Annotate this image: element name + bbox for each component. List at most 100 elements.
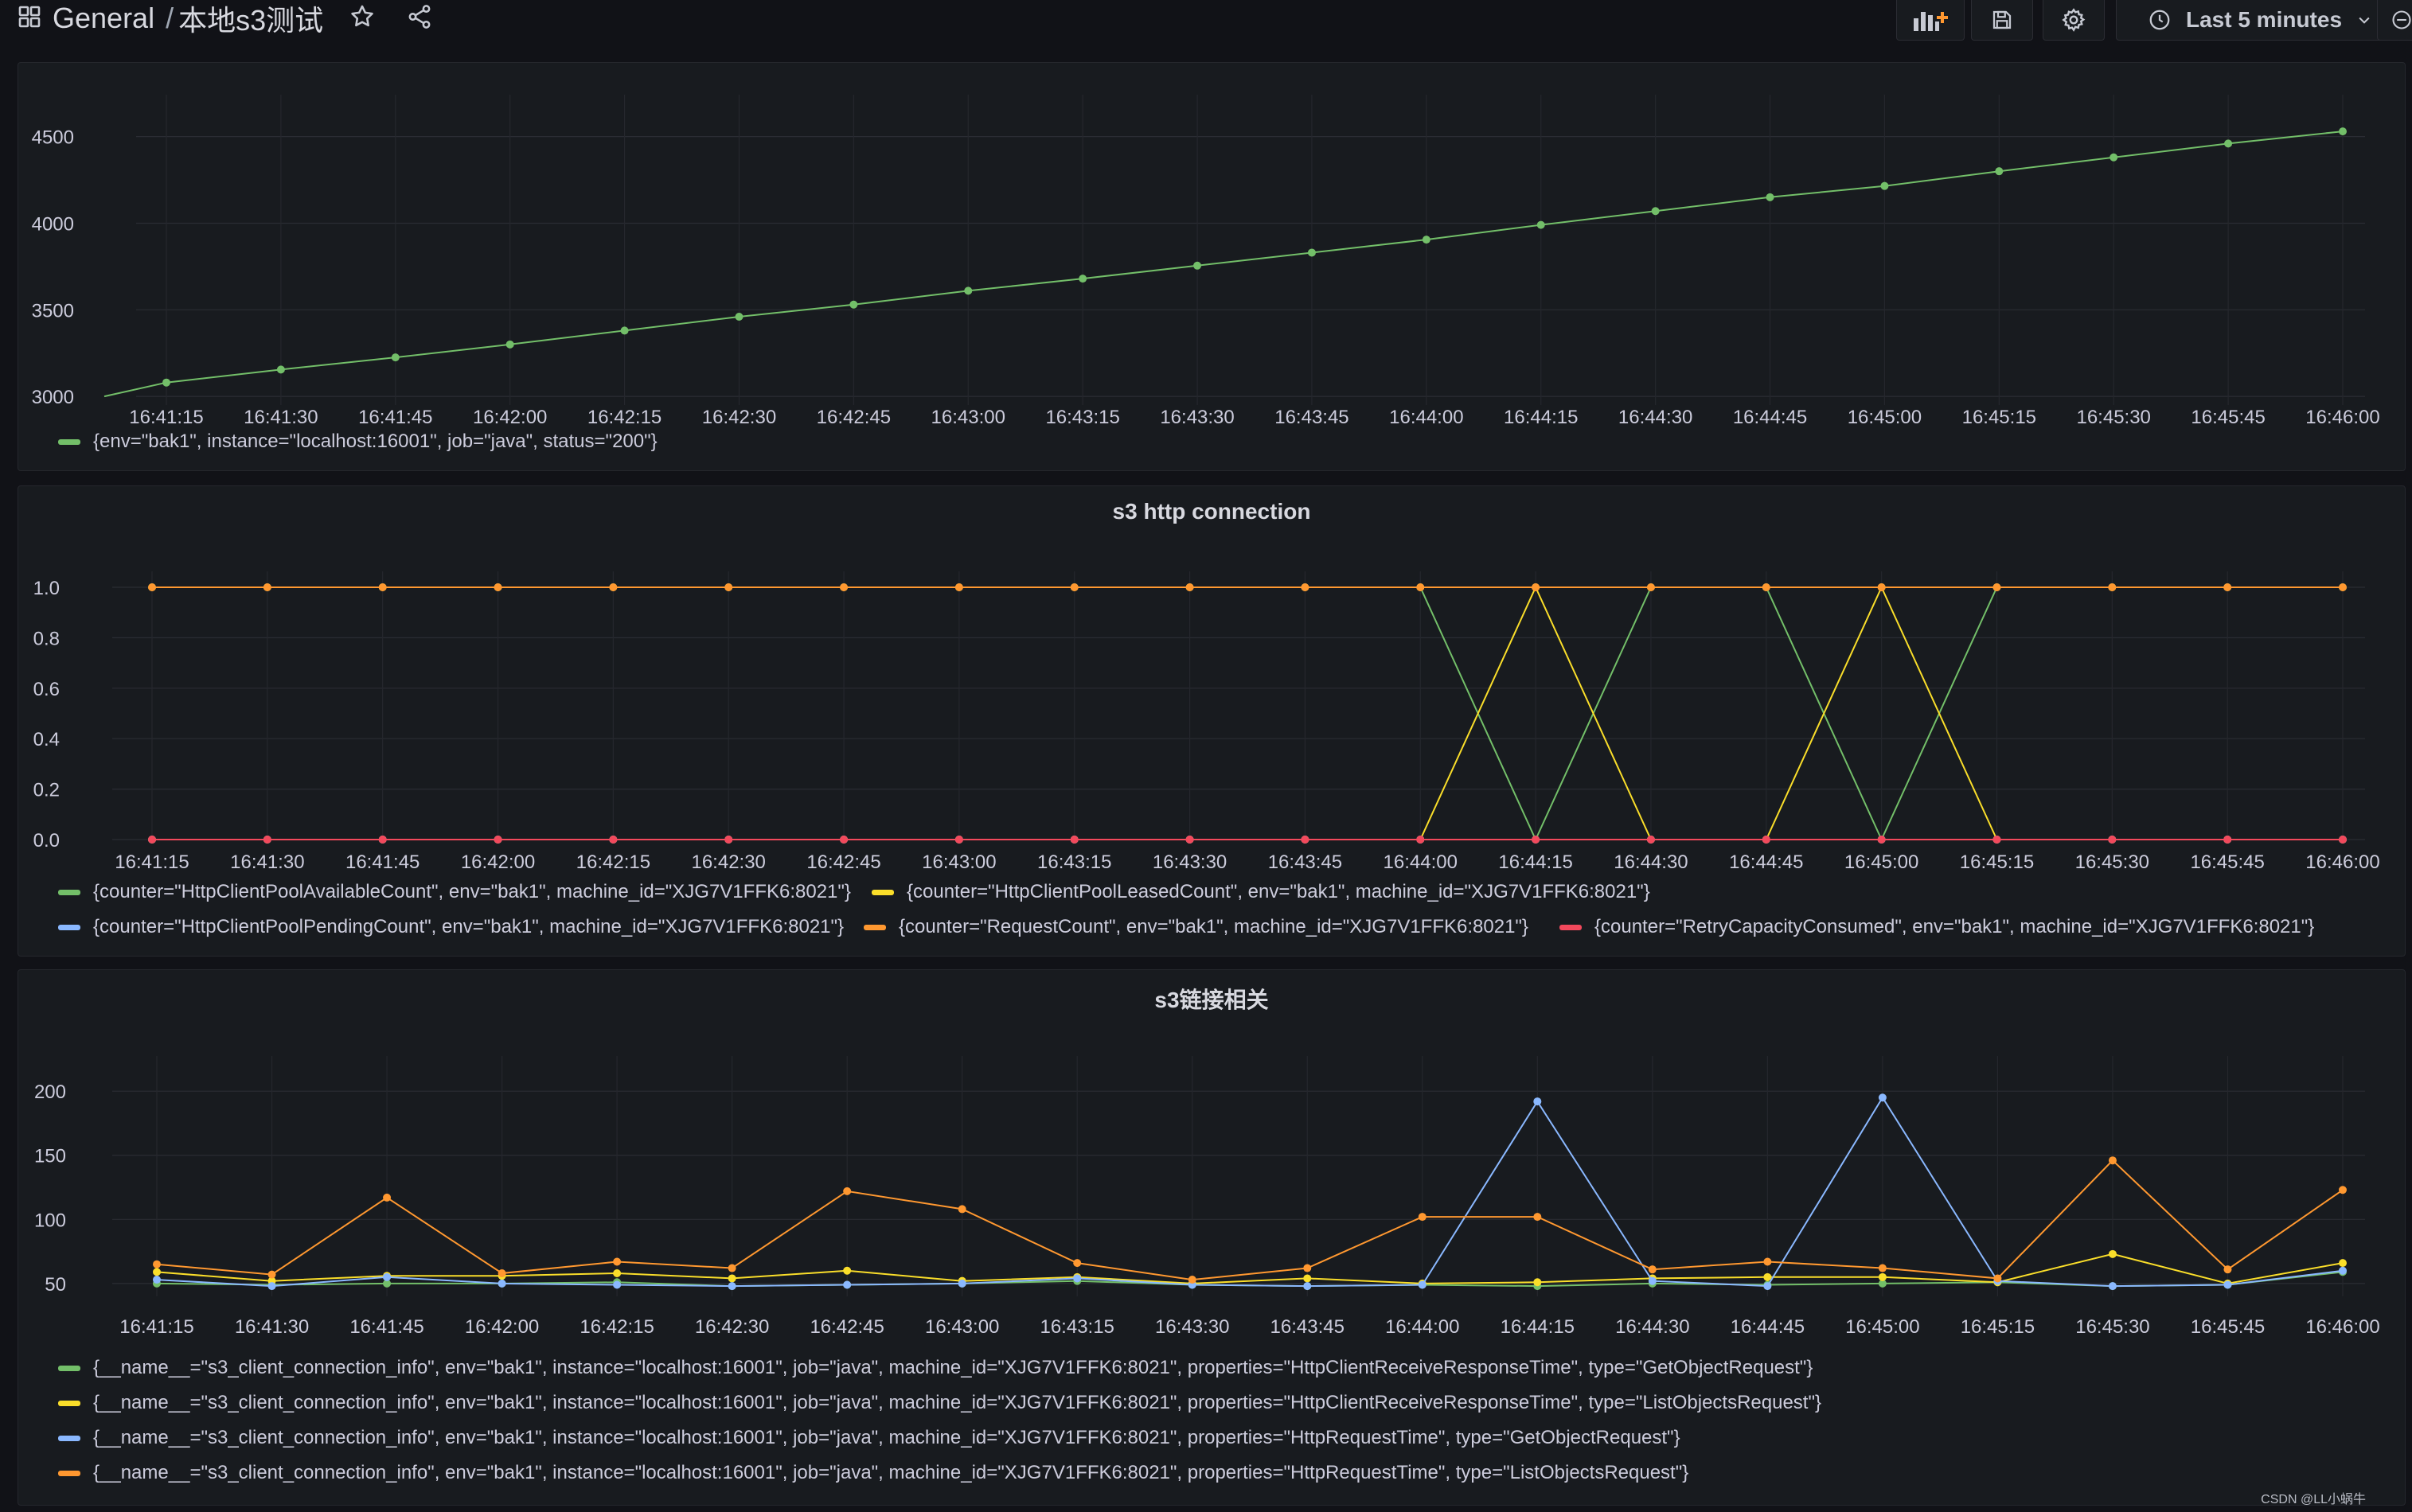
legend-item[interactable]: {counter="RetryCapacityConsumed", env="b…	[1559, 916, 2314, 938]
y-tick-label: 150	[34, 1146, 66, 1167]
data-point	[2108, 1156, 2117, 1165]
x-tick-label: 16:45:00	[1845, 1316, 1919, 1338]
add-panel-button[interactable]	[1896, 0, 1965, 41]
share-icon[interactable]	[406, 3, 433, 34]
data-point	[1992, 836, 2001, 844]
zoom-out-icon	[2392, 10, 2411, 29]
x-tick-label: 16:45:30	[2075, 1316, 2149, 1338]
data-point	[1995, 167, 2004, 176]
legend-item[interactable]: {__name__="s3_client_connection_info", e…	[58, 1462, 1688, 1484]
x-tick-label: 16:44:00	[1385, 1316, 1459, 1338]
data-point	[728, 1282, 736, 1291]
chart-requests: 3000 3500 4000 4500 16:41:15 16:41:30 16:41:45…	[32, 95, 2380, 428]
panel-s3-connection-related[interactable]: s3链接相关 50 100 150 200 16:41:15 16:41:30 16:41:…	[18, 969, 2406, 1506]
series-orange	[153, 1156, 2347, 1284]
data-point	[1877, 583, 1886, 591]
legend-item[interactable]: {counter="HttpClientPoolLeasedCount", en…	[872, 881, 1650, 903]
x-tick-label: 16:43:30	[1155, 1316, 1229, 1338]
panel-s3-http-connection[interactable]: s3 http connection 0.0 0.2 0.4 0.6 0.8 1.0 16:…	[18, 485, 2406, 957]
time-range-label: Last 5 minutes	[2185, 7, 2343, 32]
x-tick-label: 16:44:45	[1729, 851, 1803, 873]
x-tick-label: 16:44:00	[1389, 407, 1463, 428]
legend-swatch-green	[58, 438, 80, 445]
legend-item[interactable]: {__name__="s3_client_connection_info", e…	[58, 1357, 1813, 1379]
panel-title[interactable]: s3链接相关	[1154, 988, 1269, 1012]
data-point	[964, 286, 973, 295]
chevron-down-icon	[2359, 17, 2370, 24]
breadcrumb-folder[interactable]: General	[53, 2, 155, 34]
data-point	[1646, 836, 1655, 844]
legend-label: {counter="HttpClientPoolPendingCount", e…	[93, 916, 845, 937]
data-point	[2339, 1259, 2347, 1268]
data-point	[1762, 836, 1770, 844]
x-tick-label: 16:42:30	[695, 1316, 769, 1338]
x-tick-label: 16:44:15	[1504, 407, 1578, 428]
legend-item[interactable]: {env="bak1", instance="localhost:16001",…	[58, 431, 658, 453]
legend-swatch-yellow	[872, 889, 894, 895]
data-point	[153, 1268, 161, 1276]
data-point	[728, 1274, 736, 1283]
panel-requests[interactable]: 3000 3500 4000 4500 16:41:15 16:41:30 16:41:45…	[18, 62, 2406, 471]
data-point	[735, 313, 744, 321]
data-point	[1763, 1282, 1772, 1291]
y-tick-label: 4000	[32, 213, 74, 235]
star-icon[interactable]	[349, 3, 376, 34]
x-tick-label: 16:43:45	[1268, 851, 1342, 873]
data-point	[1763, 1272, 1772, 1281]
data-point	[1193, 261, 1202, 270]
legend-item[interactable]: {counter="RequestCount", env="bak1", mac…	[864, 916, 1528, 938]
x-tick-label: 16:45:45	[2190, 851, 2264, 873]
data-point	[1307, 248, 1316, 257]
y-tick-label: 3000	[32, 387, 74, 408]
data-point	[1993, 1274, 2002, 1283]
legend-swatch-orange	[864, 924, 886, 930]
data-point	[2108, 836, 2117, 844]
add-panel-icon	[1914, 12, 1948, 31]
x-tick-label: 16:45:45	[2191, 1316, 2265, 1338]
zoom-out-button[interactable]	[2377, 0, 2412, 41]
data-point	[1416, 836, 1425, 844]
dashboard-title[interactable]: 本地s3测试	[178, 4, 324, 37]
save-dashboard-button[interactable]	[1971, 0, 2033, 41]
legend-item[interactable]: {__name__="s3_client_connection_info", e…	[58, 1427, 1680, 1449]
clock-icon	[2149, 10, 2170, 30]
legend-swatch-red	[1559, 924, 1582, 930]
data-point	[958, 1205, 966, 1214]
legend-item[interactable]: {counter="HttpClientPoolAvailableCount",…	[58, 881, 851, 903]
legend-item[interactable]: {__name__="s3_client_connection_info", e…	[58, 1392, 1821, 1414]
x-tick-label: 16:42:30	[702, 407, 776, 428]
chart-s3-http-connection: 0.0 0.2 0.4 0.6 0.8 1.0 16:41:15 16:41:30 16:41:…	[33, 571, 2380, 873]
data-point	[267, 1270, 276, 1279]
x-tick-label: 16:44:30	[1614, 851, 1688, 873]
data-point	[378, 583, 387, 591]
series-green	[153, 1268, 2347, 1291]
x-tick-label: 16:43:45	[1274, 407, 1348, 428]
y-tick-label: 0.0	[33, 830, 60, 851]
data-point	[609, 836, 618, 844]
y-tick-label: 3500	[32, 300, 74, 321]
x-tick-label: 16:41:30	[244, 407, 318, 428]
data-point	[2339, 583, 2347, 591]
data-point	[1533, 1097, 1542, 1106]
data-point	[724, 836, 733, 844]
dashboard-settings-button[interactable]	[2043, 0, 2105, 41]
x-tick-label: 16:41:45	[345, 851, 420, 873]
x-tick-label: 16:42:15	[576, 851, 650, 873]
data-point	[2223, 583, 2232, 591]
data-point	[1878, 1264, 1887, 1272]
time-range-picker[interactable]: Last 5 minutes	[2116, 0, 2404, 41]
x-tick-label: 16:46:00	[2305, 1316, 2379, 1338]
data-point	[263, 836, 271, 844]
data-point	[2223, 1280, 2232, 1289]
dashboards-grid-icon[interactable]	[18, 5, 41, 33]
y-tick-label: 4500	[32, 127, 74, 149]
legend-item[interactable]: {counter="HttpClientPoolPendingCount", e…	[58, 916, 844, 938]
legend-label: {__name__="s3_client_connection_info", e…	[93, 1427, 1680, 1448]
panel-title[interactable]: s3 http connection	[1112, 499, 1311, 524]
data-point	[620, 326, 629, 335]
data-point	[609, 583, 618, 591]
x-tick-label: 16:44:15	[1501, 1316, 1575, 1338]
data-point	[1536, 220, 1545, 229]
data-point	[498, 1279, 506, 1288]
data-point	[2224, 139, 2233, 148]
